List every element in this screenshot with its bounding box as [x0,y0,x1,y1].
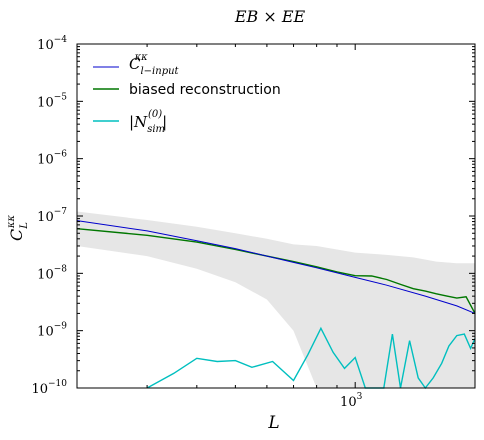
x-tick-label: 103 [340,392,363,410]
uncertainty-band [77,211,475,388]
uncertainty-band-layer [77,211,475,388]
legend-label-nsim: |Nsim(0)| [129,109,167,135]
y-tick-label: 10−8 [37,264,67,282]
y-tick-label: 10−4 [37,35,67,53]
y-tick-label: 10−6 [37,150,67,168]
y-tick-label: 10−7 [37,207,67,225]
x-axis-label: L [267,413,279,433]
y-tick-label: 10−5 [37,92,67,110]
y-tick-label: 10−9 [37,322,67,340]
series-line-biased-reconstruction [76,228,476,314]
svg-text:CLκκ: CLκκ [6,215,30,241]
series-line-input [76,220,476,314]
y-axis-label: CLκκ [6,215,30,241]
legend-label-biased: biased reconstruction [129,82,281,98]
legend: Cl−inputκκ biased reconstruction |Nsim(0… [93,52,281,135]
y-tick-label: 10−10 [31,379,67,397]
chart-title: EB × EE [234,7,306,26]
legend-label-input: Cl−inputκκ [129,52,180,77]
